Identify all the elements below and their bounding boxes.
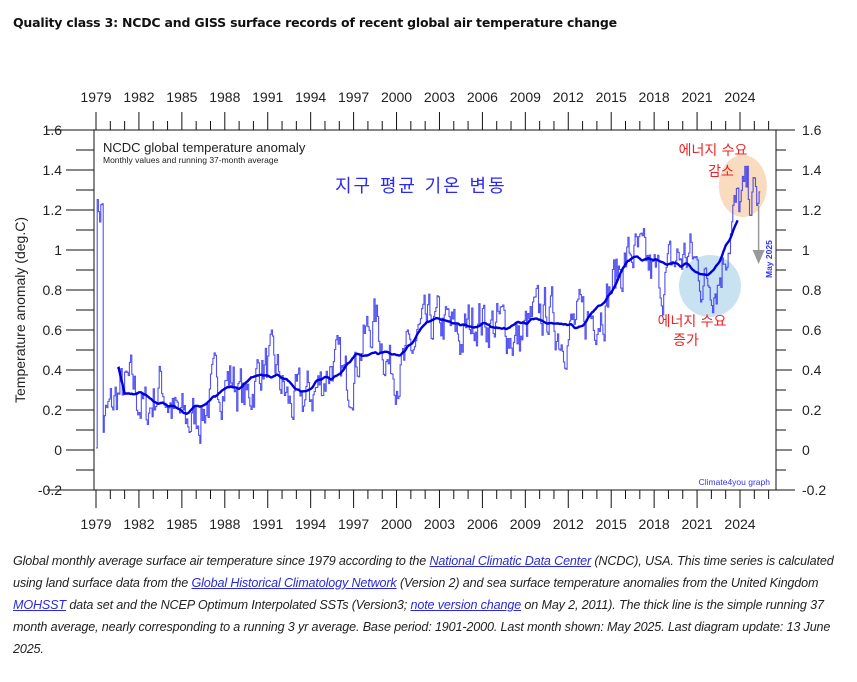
running-mean-line bbox=[116, 219, 739, 415]
trend-arrow-head bbox=[752, 250, 765, 264]
credit-label: Climate4you graph bbox=[699, 477, 771, 487]
chart-title: NCDC global temperature anomaly bbox=[103, 140, 306, 155]
x-tick-label-top: 1985 bbox=[166, 89, 197, 105]
x-tick-label-bottom: 1979 bbox=[80, 516, 111, 532]
x-tick-label-top: 1988 bbox=[209, 89, 240, 105]
annotation-label-line1: 에너지 수요 bbox=[679, 143, 748, 159]
monthly-series-line bbox=[96, 165, 761, 449]
x-tick-label-top: 2012 bbox=[553, 89, 584, 105]
x-tick-label-top: 2015 bbox=[596, 89, 627, 105]
x-tick-label-top: 1991 bbox=[252, 89, 283, 105]
caption-text: Global monthly average surface air tempe… bbox=[13, 554, 430, 568]
y-tick-label-left: 0 bbox=[54, 442, 62, 458]
x-tick-label-top: 2009 bbox=[510, 89, 541, 105]
caption-link[interactable]: National Climatic Data Center bbox=[429, 554, 592, 568]
y-tick-label-right: 0.8 bbox=[802, 282, 822, 298]
caption-text: data set and the NCEP Optimum Interpolat… bbox=[65, 598, 411, 612]
x-tick-label-bottom: 1985 bbox=[166, 516, 197, 532]
x-tick-label-top: 1979 bbox=[80, 89, 111, 105]
last-month-label: May 2025 bbox=[764, 240, 774, 278]
caption-link[interactable]: Global Historical Climatology Network bbox=[191, 576, 397, 590]
y-tick-label-right: 0 bbox=[802, 442, 810, 458]
x-tick-label-top: 2000 bbox=[381, 89, 412, 105]
y-axis-label: Temperature anomaly (deg.C) bbox=[12, 217, 28, 403]
x-tick-label-bottom: 2024 bbox=[724, 516, 755, 532]
caption-text: (NCDC), USA. This time series is calcula… bbox=[13, 554, 834, 590]
x-tick-label-bottom: 2021 bbox=[681, 516, 712, 532]
caption-text: on May 2, 2011). The thick line is the s… bbox=[13, 598, 831, 656]
x-tick-label-top: 1997 bbox=[338, 89, 369, 105]
caption-link[interactable]: note version change bbox=[410, 598, 522, 612]
x-tick-label-top: 2021 bbox=[681, 89, 712, 105]
x-tick-label-bottom: 1988 bbox=[209, 516, 240, 532]
y-tick-label-left: 1.6 bbox=[43, 122, 63, 138]
y-tick-label-left: -0.2 bbox=[38, 482, 62, 498]
temperature-chart: -0.2 -0.2 0 0 0.2 0.2 0.4 0.4 0.6 0.6 0.8 0.8 1 1 1.2 1… bbox=[12, 89, 826, 532]
x-tick-label-bottom: 2000 bbox=[381, 516, 412, 532]
chart-subtitle: Monthly values and running 37-month aver… bbox=[103, 155, 279, 165]
y-tick-label-left: 0.2 bbox=[43, 402, 63, 418]
y-tick-label-right: 0.4 bbox=[802, 362, 822, 378]
y-tick-label-right: 0.2 bbox=[802, 402, 822, 418]
y-tick-label-right: 1.4 bbox=[802, 162, 822, 178]
x-tick-label-bottom: 2015 bbox=[596, 516, 627, 532]
annotation-label-line1: 에너지 수요 bbox=[658, 314, 727, 330]
x-tick-label-bottom: 1994 bbox=[295, 516, 326, 532]
y-tick-label-right: 1.2 bbox=[802, 202, 822, 218]
page-title: Quality class 3: NCDC and GISS surface r… bbox=[13, 15, 617, 30]
y-tick-label-right: 1 bbox=[802, 242, 810, 258]
x-tick-label-bottom: 1997 bbox=[338, 516, 369, 532]
y-tick-label-left: 0.8 bbox=[43, 282, 63, 298]
annotation-label-line2: 감소 bbox=[708, 164, 734, 180]
y-tick-label-left: 0.4 bbox=[43, 362, 63, 378]
x-tick-label-bottom: 2012 bbox=[553, 516, 584, 532]
figure-caption: Global monthly average surface air tempe… bbox=[13, 550, 843, 660]
y-tick-label-left: 1.4 bbox=[43, 162, 63, 178]
x-tick-label-bottom: 2009 bbox=[510, 516, 541, 532]
x-tick-label-top: 2006 bbox=[467, 89, 498, 105]
y-tick-label-right: 0.6 bbox=[802, 322, 822, 338]
x-tick-label-bottom: 2003 bbox=[424, 516, 455, 532]
caption-text: (Version 2) and sea surface temperature … bbox=[396, 576, 819, 590]
y-tick-label-left: 1 bbox=[54, 242, 62, 258]
x-tick-label-bottom: 2006 bbox=[467, 516, 498, 532]
y-tick-label-right: -0.2 bbox=[802, 482, 826, 498]
x-tick-label-bottom: 2018 bbox=[639, 516, 670, 532]
x-tick-label-bottom: 1982 bbox=[123, 516, 154, 532]
korean-chart-title: 지구 평균 기온 변동 bbox=[335, 176, 507, 197]
y-tick-label-left: 0.6 bbox=[43, 322, 63, 338]
x-tick-label-top: 2003 bbox=[424, 89, 455, 105]
x-tick-label-top: 1982 bbox=[123, 89, 154, 105]
caption-link[interactable]: MOHSST bbox=[13, 598, 66, 612]
x-tick-label-bottom: 1991 bbox=[252, 516, 283, 532]
x-tick-label-top: 2018 bbox=[639, 89, 670, 105]
y-tick-label-right: 1.6 bbox=[802, 122, 822, 138]
y-tick-label-left: 1.2 bbox=[43, 202, 63, 218]
annotation-label-line2: 증가 bbox=[673, 333, 699, 349]
x-tick-label-top: 2024 bbox=[724, 89, 755, 105]
x-tick-label-top: 1994 bbox=[295, 89, 326, 105]
